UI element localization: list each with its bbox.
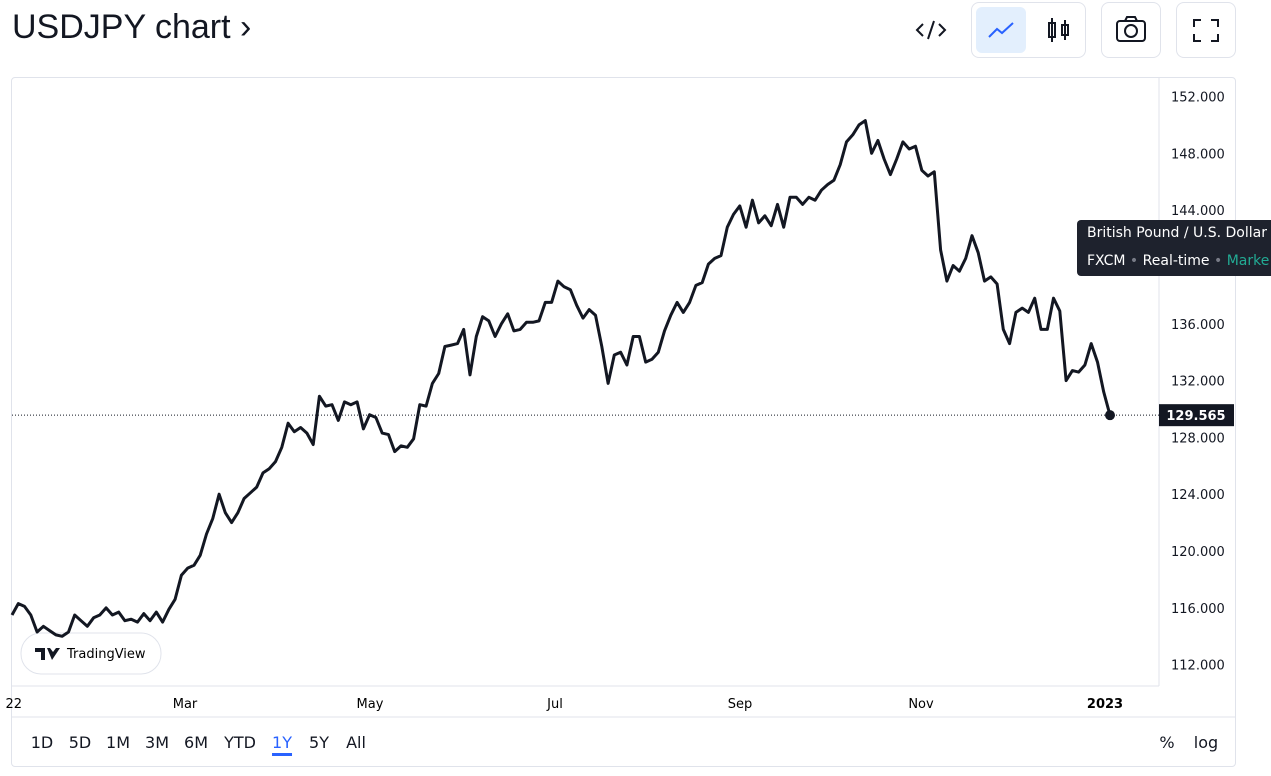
chart-style-group <box>971 2 1086 58</box>
y-tick-label: 152.000 <box>1171 90 1225 105</box>
range-button[interactable]: 5D <box>68 733 92 752</box>
range-button[interactable]: 1M <box>106 733 130 752</box>
tooltip-mode: Real-time <box>1142 253 1210 269</box>
tooltip-name: British Pound / U.S. Dollar <box>1087 225 1267 241</box>
tooltip-status: Marke <box>1226 253 1270 269</box>
y-tick-label: 128.000 <box>1171 431 1225 446</box>
y-tick-label: 132.000 <box>1171 375 1225 390</box>
scale-option[interactable]: % <box>1159 733 1175 752</box>
range-button[interactable]: 3M <box>145 733 169 752</box>
watermark: TradingView <box>20 632 162 675</box>
scale-option[interactable]: log <box>1193 733 1219 752</box>
y-tick-label: 144.000 <box>1171 204 1225 219</box>
x-tick-label: 2023 <box>1087 697 1123 712</box>
range-button[interactable]: 1D <box>30 733 54 752</box>
y-tick-label: 112.000 <box>1171 659 1225 674</box>
x-tick-label: Sep <box>728 697 753 712</box>
title[interactable]: USDJPY chart › <box>12 8 252 46</box>
y-tick-label: 136.000 <box>1171 318 1225 333</box>
watermark-text: TradingView <box>66 647 146 662</box>
y-tick-label: 148.000 <box>1171 147 1225 162</box>
last-price-label: 129.565 <box>1166 409 1225 424</box>
range-button[interactable]: 6M <box>184 733 208 752</box>
x-tick-label: Mar <box>173 697 198 712</box>
y-tick-label: 116.000 <box>1171 602 1225 617</box>
line-style-button[interactable] <box>976 7 1026 53</box>
range-button[interactable]: 5Y <box>309 733 329 752</box>
y-tick-label: 124.000 <box>1171 488 1225 503</box>
chart-frame <box>11 77 1236 767</box>
y-tick-label: 120.000 <box>1171 545 1225 560</box>
last-point <box>1105 410 1115 421</box>
tooltip-meta: FXCM • Real-time • Marke <box>1087 253 1270 269</box>
fullscreen-button[interactable] <box>1176 2 1236 58</box>
range-button[interactable]: All <box>346 733 366 752</box>
embed-button[interactable] <box>903 2 959 58</box>
x-tick-label: May <box>357 697 384 712</box>
price-line <box>10 119 1112 638</box>
range-button[interactable]: 1Y <box>272 733 292 756</box>
x-tick-label: Jul <box>546 697 563 712</box>
candle-style-button[interactable] <box>1034 7 1084 53</box>
tooltip-source: FXCM <box>1087 253 1126 269</box>
x-tick-label: Nov <box>908 697 934 712</box>
x-tick-label: 22 <box>5 697 22 712</box>
range-button[interactable]: YTD <box>224 733 256 752</box>
snapshot-button[interactable] <box>1101 2 1161 58</box>
last-price-badge <box>1159 404 1234 427</box>
symbol-tooltip: British Pound / U.S. Dollar FXCM • Real-… <box>1077 220 1271 276</box>
